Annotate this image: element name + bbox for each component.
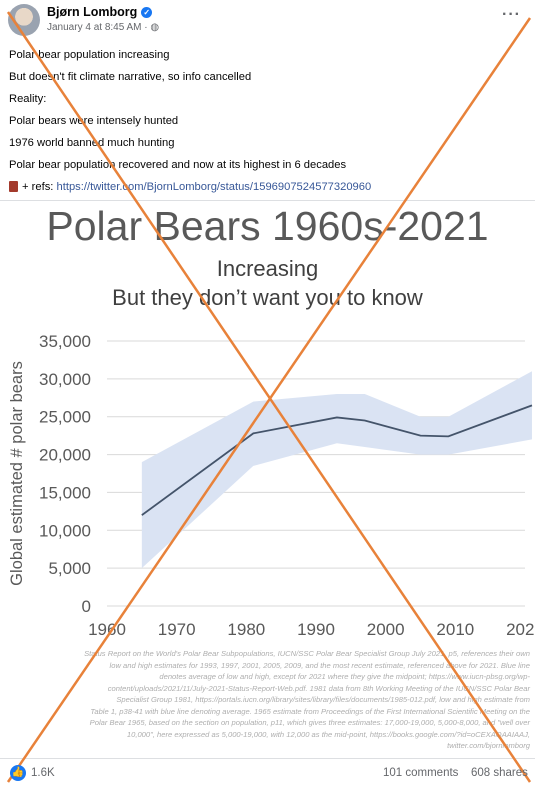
x-tick-label: 1990 (297, 620, 335, 639)
x-tick-label: 1970 (158, 620, 196, 639)
post-line: Polar bear population increasing (9, 49, 170, 61)
post-line: Reality: (9, 93, 47, 105)
caption-line: denotes average of low and high, except … (159, 672, 530, 681)
population-chart: 0 5,000 10,000 15,000 20,000 25,000 30,000 35,0… (8, 332, 535, 639)
comment-count[interactable]: 101 comments (383, 767, 459, 779)
y-tick-label: 15,000 (39, 483, 91, 502)
x-tick-label: 2000 (367, 620, 405, 639)
like-count[interactable]: 1.6K (31, 767, 55, 779)
post-text: Polar bear population increasing But doe… (9, 44, 529, 198)
caption-line: 10,000", here expressed as 5,000-19,000,… (126, 729, 530, 739)
more-options-button[interactable]: ··· (502, 6, 521, 23)
y-tick-label: 25,000 (39, 408, 91, 427)
post-header: Bjørn Lomborg ✓ January 4 at 8:45 AM · ◍ … (0, 0, 535, 40)
post-line: But doesn't fit climate narrative, so in… (9, 71, 252, 83)
y-tick-label: 30,000 (39, 370, 91, 389)
x-tick-label: 2020 (506, 620, 535, 639)
chart-subtitle-2: But they don’t want you to know (112, 285, 423, 310)
post-line: Polar bears were intensely hunted (9, 115, 179, 127)
caption-line: content/uploads/2021/11/July-2021-Status… (107, 683, 530, 693)
caption-line: Status Report on the World's Polar Bear … (84, 649, 530, 658)
chart-caption: Status Report on the World's Polar Bear … (40, 648, 530, 752)
y-tick-label: 0 (82, 597, 91, 616)
thumbs-up-icon[interactable]: 👍 (10, 765, 26, 781)
caption-line: twitter.com/bjornlomborg (447, 741, 530, 750)
uncertainty-band (141, 371, 532, 569)
y-tick-label: 35,000 (39, 332, 91, 351)
caption-line: Specialist Group 1981, https://portals.i… (116, 695, 530, 704)
globe-icon: ◍ (150, 22, 160, 33)
book-icon (9, 181, 18, 192)
y-tick-label: 20,000 (39, 446, 91, 465)
refs-prefix: + refs: (22, 181, 54, 193)
y-tick-label: 5,000 (48, 559, 91, 578)
chart-subtitle: Increasing (216, 256, 319, 281)
post-line: 1976 world banned much hunting (9, 137, 175, 149)
refs-link[interactable]: https://twitter.com/BjornLomborg/status/… (56, 181, 372, 193)
refs-line: + refs: https://twitter.com/BjornLomborg… (9, 176, 529, 198)
post-meta: January 4 at 8:45 AM · ◍ (47, 22, 159, 33)
post-image[interactable]: Polar Bears 1960s-2021 Increasing But th… (0, 200, 535, 759)
avatar[interactable] (8, 4, 40, 36)
caption-line: Table 1, p38-41 with blue line denoting … (90, 706, 530, 716)
timestamp[interactable]: January 4 at 8:45 AM (47, 22, 142, 33)
verified-badge-icon: ✓ (141, 7, 153, 18)
y-tick-label: 10,000 (39, 521, 91, 540)
caption-line: Polar Bear 1965, based on the section on… (89, 718, 530, 727)
y-axis-label: Global estimated # polar bears (8, 361, 26, 586)
share-count[interactable]: 608 shares (471, 767, 528, 779)
post-footer: 👍 1.6K 101 comments 608 shares (0, 760, 535, 787)
post-line: Polar bear population recovered and now … (9, 159, 347, 171)
chart-title: Polar Bears 1960s-2021 (46, 203, 489, 249)
x-tick-label: 1960 (88, 620, 126, 639)
separator: · (144, 22, 148, 33)
caption-line: low and high estimates for 1993, 1997, 2… (109, 660, 530, 670)
x-tick-label: 1980 (227, 620, 265, 639)
x-tick-label: 2010 (436, 620, 474, 639)
author-name[interactable]: Bjørn Lomborg ✓ (47, 5, 153, 19)
